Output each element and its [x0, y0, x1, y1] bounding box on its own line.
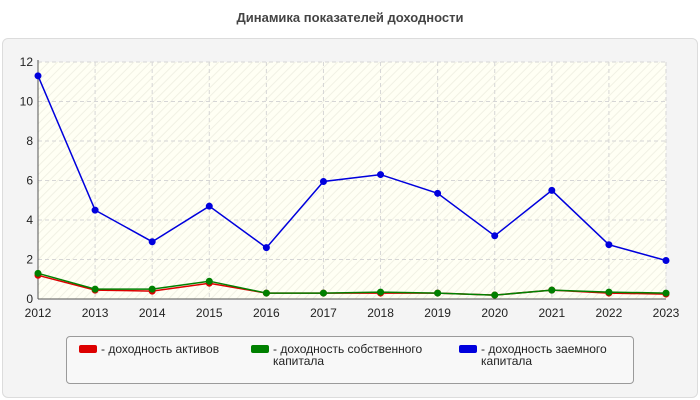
x-tick-label: 2020 [481, 306, 508, 320]
series-2 [34, 269, 670, 299]
legend-swatch [459, 345, 477, 353]
data-point [377, 171, 385, 179]
data-point [605, 288, 613, 296]
x-tick-label: 2021 [538, 306, 565, 320]
x-tick-label: 2022 [596, 306, 623, 320]
data-point [434, 289, 442, 297]
x-tick-label: 2018 [367, 306, 394, 320]
y-tick-label: 6 [26, 174, 33, 188]
data-point [205, 202, 213, 210]
y-tick-label: 8 [26, 134, 33, 148]
data-point [34, 72, 42, 80]
x-tick-label: 2017 [310, 306, 337, 320]
legend-label: - доходность собственного капитала [273, 342, 423, 368]
y-tick-label: 10 [20, 95, 34, 109]
plot-area [38, 62, 666, 299]
series-3 [34, 72, 670, 264]
data-point [34, 269, 42, 277]
y-tick-label: 4 [26, 213, 33, 227]
data-point [91, 206, 99, 214]
x-tick-label: 2014 [139, 306, 166, 320]
data-point [148, 285, 156, 293]
x-tick-label: 2016 [253, 306, 280, 320]
series-group [34, 72, 670, 299]
data-point [262, 289, 270, 297]
data-point [262, 244, 270, 252]
legend-label: - доходность заемного капитала [481, 342, 607, 368]
series-line [37, 75, 667, 262]
tick-labels: 0 2 4 6 8 10 12 2012 2013 2014 2015 2016 2017 2018 201… [20, 55, 680, 320]
data-point [377, 288, 385, 296]
axes [37, 60, 666, 300]
data-point [319, 177, 327, 185]
series-line [37, 272, 667, 296]
data-point [491, 232, 499, 240]
data-point [548, 186, 556, 194]
chart-title: Динамика показателей доходности [236, 10, 464, 25]
x-tick-label: 2015 [196, 306, 223, 320]
legend-label: - доходность активов [101, 342, 220, 356]
x-tick-label: 2019 [424, 306, 451, 320]
legend: - доходность активов - доходность собств… [66, 336, 634, 384]
x-tick-label: 2023 [653, 306, 680, 320]
data-point [434, 189, 442, 197]
data-point [662, 289, 670, 297]
data-point [662, 256, 670, 264]
x-tick-label: 2012 [25, 306, 52, 320]
y-tick-label: 0 [26, 292, 33, 306]
y-tick-label: 2 [26, 253, 33, 267]
legend-swatch [79, 345, 97, 353]
data-point [548, 286, 556, 294]
data-point [491, 291, 499, 299]
x-tick-label: 2013 [82, 306, 109, 320]
data-point [319, 289, 327, 297]
legend-swatch [251, 345, 269, 353]
data-point [148, 238, 156, 246]
data-point [605, 241, 613, 249]
y-tick-label: 12 [20, 55, 34, 69]
data-point [91, 285, 99, 293]
data-point [205, 277, 213, 285]
